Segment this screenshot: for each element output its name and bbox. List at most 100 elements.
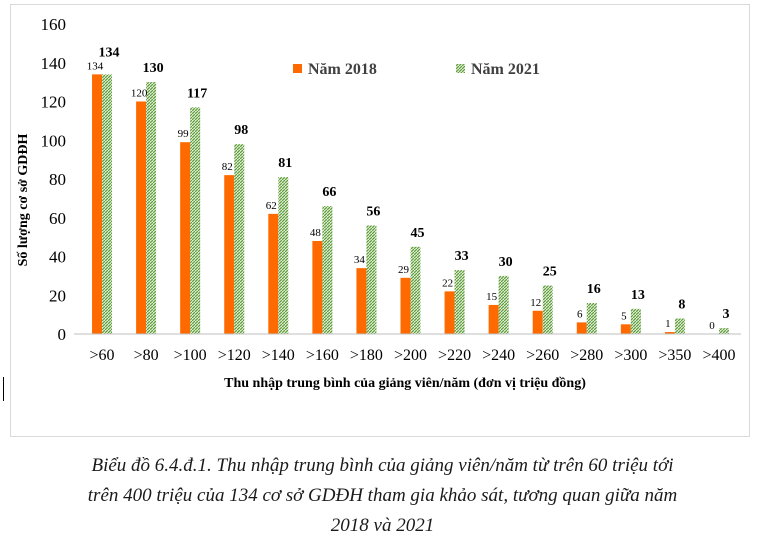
x-tick-label: >80 [134,347,159,364]
y-tick-label: 40 [49,248,66,267]
data-label-2021: 81 [278,156,292,171]
y-axis-title: Số lượng cơ sở GDĐH [16,133,31,266]
bar-2018 [92,74,103,334]
bar-2021 [190,107,201,334]
legend-swatch-2018 [293,64,302,73]
y-tick-label: 80 [49,170,66,189]
bar-2021 [102,74,113,334]
x-tick-label: >180 [350,347,383,364]
bar-2021 [366,225,377,334]
data-label-2018: 62 [266,200,277,212]
data-label-2021: 8 [678,298,685,313]
legend-label-2021: Năm 2021 [471,61,540,78]
bar-2018 [532,310,543,334]
x-axis-title: Thu nhập trung bình của giảng viên/năm (… [224,376,586,391]
x-tick-label: >280 [570,347,603,364]
x-tick-label: >160 [306,347,339,364]
bar-2018 [136,101,147,334]
y-tick-label: 160 [41,15,67,34]
x-tick-label: >240 [482,347,515,364]
figure-caption: Biểu đồ 6.4.đ.1. Thu nhập trung bình của… [0,451,765,541]
bar-2018 [268,213,279,334]
data-label-2021: 13 [631,288,645,303]
data-label-2018: 34 [354,254,366,266]
bar-2021 [410,246,421,334]
x-axis: >60 >80 >100 >120 >140 >160 >180 >200 >220 >240 >2… [74,333,741,364]
y-tick-label: 120 [41,93,67,112]
bar-2018 [444,291,455,334]
x-tick-label: >100 [174,347,207,364]
data-label-2018: 29 [398,264,410,276]
data-label-2018: 5 [621,310,627,322]
y-axis: 0 20 40 60 80 100 120 140 160 [41,15,67,344]
data-label-2021: 130 [143,61,164,76]
x-tick-label: >220 [438,347,471,364]
x-tick-label: >400 [702,347,735,364]
data-label-2018: 6 [577,308,583,320]
data-label-2021: 56 [366,205,380,220]
x-tick-label: >350 [658,347,691,364]
data-label-2018: 120 [131,88,148,100]
y-tick-label: 20 [49,286,66,305]
bar-2018 [488,304,499,334]
caption-line-1: Biểu đồ 6.4.đ.1. Thu nhập trung bình của… [91,455,674,476]
x-tick-label: >260 [526,347,559,364]
bar-2021 [542,285,553,334]
x-tick-label: >140 [262,347,295,364]
bar-2018 [400,277,411,334]
data-labels: 1341341201309911782986281486634562945223… [87,45,730,332]
bar-2018 [356,268,367,334]
data-label-2018: 15 [486,291,498,303]
bars [92,74,729,334]
bar-2021 [454,270,465,334]
caption-line-2: trên 400 triệu của 134 cơ sở GDĐH tham g… [87,485,678,506]
text-cursor [3,377,4,401]
caption-line-3: 2018 và 2021 [330,515,435,536]
data-label-2021: 16 [587,282,601,297]
bar-2021 [718,328,729,334]
data-label-2021: 33 [455,249,469,264]
y-tick-label: 100 [41,131,67,150]
x-tick-label: >60 [90,347,115,364]
y-tick-label: 60 [49,209,66,228]
x-tick-label: >200 [394,347,427,364]
x-tick-label: >300 [614,347,647,364]
data-label-2018: 12 [530,297,541,309]
bar-2018 [312,241,323,334]
data-label-2021: 30 [499,255,513,270]
data-label-2021: 117 [187,86,207,101]
bar-2018 [664,332,675,334]
bar-2021 [498,275,509,334]
bar-2018 [180,142,191,334]
bar-2021 [674,318,685,334]
data-label-2021: 45 [411,226,425,241]
y-tick-label: 140 [41,54,67,73]
bar-2021 [146,82,157,334]
x-tick-label: >120 [218,347,251,364]
bar-2021 [322,206,333,334]
data-label-2018: 99 [178,128,190,140]
data-label-2021: 25 [543,265,557,280]
data-label-2018: 48 [310,227,322,239]
data-label-2021: 134 [99,45,120,60]
data-label-2018: 0 [709,320,715,332]
data-label-2021: 98 [234,123,248,138]
bar-2018 [620,324,631,334]
bar-2021 [278,177,289,334]
bar-2021 [234,144,245,334]
y-tick-label: 0 [58,325,67,344]
bar-2021 [586,303,597,334]
data-label-2021: 66 [322,185,336,200]
chart-frame [10,4,750,437]
legend: Năm 2018 Năm 2021 [293,61,540,78]
bar-2018 [224,175,235,334]
legend-label-2018: Năm 2018 [308,61,377,78]
data-label-2018: 82 [222,161,233,173]
legend-swatch-2021 [456,64,465,73]
data-label-2021: 3 [722,307,729,322]
bar-2021 [630,308,641,334]
data-label-2018: 22 [442,277,453,289]
data-label-2018: 1 [665,318,671,330]
bar-2018 [576,322,587,334]
